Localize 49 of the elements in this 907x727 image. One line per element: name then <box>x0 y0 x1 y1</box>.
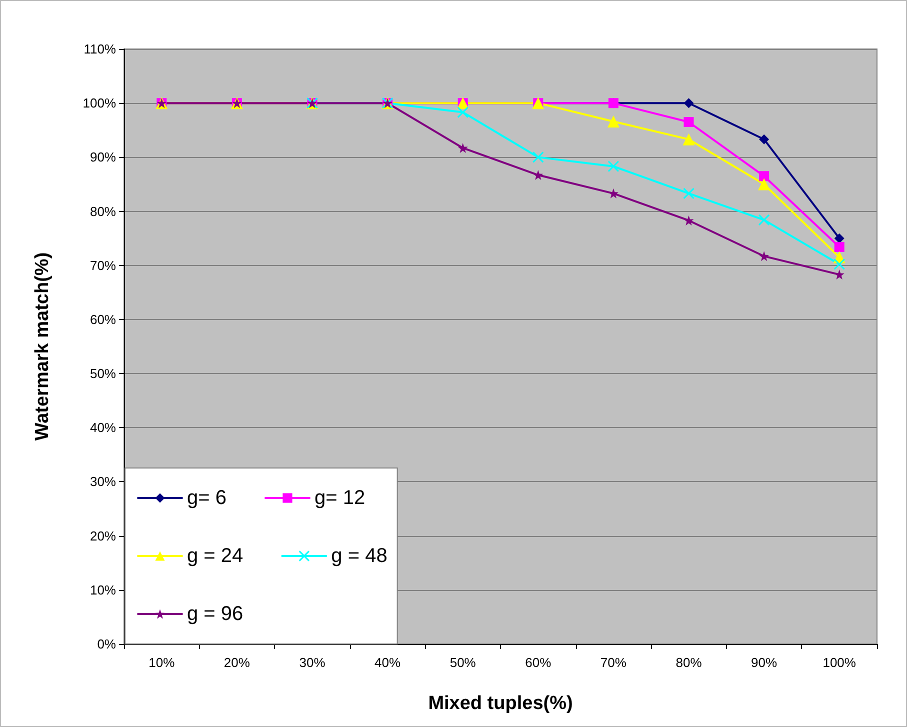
point <box>834 242 844 252</box>
point <box>608 160 620 172</box>
x-tick-label: 50% <box>450 655 476 670</box>
y-axis-title: Watermark match(%) <box>32 252 53 441</box>
point <box>758 178 770 190</box>
point <box>684 117 694 128</box>
x-tick-label: 70% <box>600 655 627 670</box>
point <box>759 251 770 262</box>
point <box>458 142 468 153</box>
y-tick-label: 50% <box>90 366 116 382</box>
x-tick-label: 20% <box>224 655 250 670</box>
x-axis-title: Mixed tuples(%) <box>428 693 573 714</box>
point <box>532 151 544 163</box>
y-tick-label: 100% <box>82 96 116 111</box>
point <box>607 115 620 128</box>
point <box>683 188 694 200</box>
point <box>759 171 770 182</box>
legend-label: g= 6 <box>187 487 226 509</box>
point <box>684 98 694 108</box>
x-tick-label: 60% <box>525 655 552 670</box>
legend-label: g = 48 <box>331 545 388 567</box>
x-tick-label: 90% <box>751 655 778 670</box>
x-tick-label: 10% <box>148 655 176 670</box>
y-tick-label: 0% <box>97 636 116 652</box>
point <box>682 133 695 146</box>
point <box>758 214 770 226</box>
y-tick-label: 90% <box>90 150 116 165</box>
point <box>834 233 844 244</box>
y-tick-label: 110% <box>84 42 116 56</box>
point <box>457 106 469 118</box>
legend-label: g= 12 <box>314 487 366 509</box>
y-tick-label: 40% <box>90 420 116 436</box>
y-tick-label: 10% <box>90 582 116 598</box>
x-tick-label: 80% <box>676 655 702 670</box>
y-tick-label: 30% <box>90 474 116 490</box>
point <box>684 215 694 226</box>
y-tick-label: 70% <box>90 258 116 273</box>
y-tick-label: 80% <box>90 204 116 219</box>
x-tick-label: 30% <box>299 655 326 670</box>
y-tick-label: 60% <box>90 312 116 327</box>
y-tick-label: 20% <box>90 528 116 544</box>
point <box>759 134 770 144</box>
point <box>834 258 846 270</box>
legend-label: g = 24 <box>187 545 244 567</box>
point <box>834 270 844 280</box>
x-tick-label: 40% <box>374 655 401 670</box>
legend-label: g = 96 <box>187 603 244 625</box>
x-tick-label: 100% <box>822 655 856 670</box>
point <box>533 170 544 180</box>
